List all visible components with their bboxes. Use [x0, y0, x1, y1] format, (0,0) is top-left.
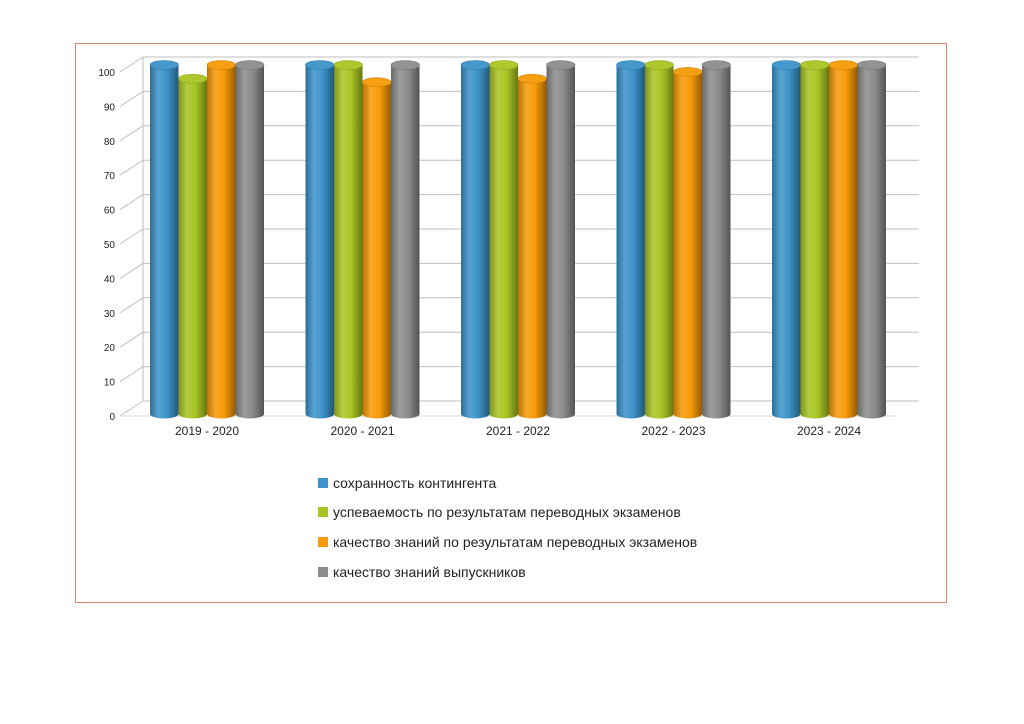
y-tick-label: 0 — [109, 412, 115, 423]
gridline-depth — [119, 366, 144, 383]
legend-label: сохранность контингента — [333, 474, 497, 491]
bar — [460, 60, 490, 419]
y-tick-label: 10 — [104, 378, 116, 389]
bar — [362, 77, 392, 419]
y-tick-label: 50 — [104, 240, 116, 251]
legend-item: качество знаний по результатам переводны… — [318, 527, 697, 557]
bar — [333, 60, 363, 419]
bars — [149, 60, 887, 419]
legend-swatch — [318, 536, 328, 547]
y-tick-label: 80 — [104, 137, 116, 148]
gridline-depth — [119, 90, 144, 107]
legend-item: качество знаний выпускников — [318, 557, 697, 587]
gridline-depth — [119, 262, 144, 279]
bar — [616, 60, 646, 419]
bar — [149, 60, 179, 419]
x-tick-label: 2021 - 2022 — [486, 424, 550, 438]
bar — [771, 60, 801, 419]
x-tick-label: 2020 - 2021 — [330, 424, 394, 438]
bar — [489, 60, 519, 419]
y-tick-label: 20 — [104, 343, 116, 354]
gridline-depth — [119, 125, 144, 142]
bar — [305, 60, 335, 419]
legend-item: успеваемость по результатам переводных э… — [318, 498, 697, 528]
legend-label: качество знаний выпускников — [333, 563, 526, 580]
legend-item: сохранность контингента — [318, 468, 697, 498]
bar — [546, 60, 576, 419]
x-tick-label: 2019 - 2020 — [175, 424, 239, 438]
y-tick-label: 30 — [104, 309, 116, 320]
bar — [206, 60, 236, 419]
legend-label: качество знаний по результатам переводны… — [333, 533, 698, 550]
x-axis: 2019 - 2020 2020 - 2021 2021 - 2022 2022 - … — [175, 424, 861, 438]
gridline-depth — [119, 331, 144, 348]
gridline-depth — [119, 56, 144, 73]
bar — [800, 60, 830, 419]
y-tick-label: 70 — [104, 171, 116, 182]
gridline-depth — [119, 297, 144, 314]
y-tick-label: 60 — [104, 206, 116, 217]
legend-swatch — [318, 507, 328, 518]
bar — [517, 73, 547, 419]
legend-swatch — [318, 566, 328, 577]
bar — [390, 60, 420, 419]
legend: сохранность контингента успеваемость по … — [318, 468, 697, 586]
y-tick-label: 90 — [104, 102, 116, 113]
bar — [178, 73, 208, 419]
x-tick-label: 2023 - 2024 — [797, 424, 861, 438]
legend-swatch — [318, 477, 328, 488]
x-tick-label: 2022 - 2023 — [641, 424, 705, 438]
bar — [701, 60, 731, 419]
gridline-depth — [119, 228, 144, 245]
bar — [673, 67, 703, 419]
gridline-depth — [119, 194, 144, 211]
bar — [235, 60, 265, 419]
bar — [828, 60, 858, 419]
bar — [644, 60, 674, 419]
y-axis: 0 10 20 30 40 50 60 70 80 90 100 — [98, 68, 115, 423]
y-tick-label: 40 — [104, 274, 116, 285]
gridline-depth — [119, 400, 144, 417]
gridline-depth — [119, 159, 144, 176]
legend-label: успеваемость по результатам переводных э… — [333, 504, 681, 521]
y-tick-label: 100 — [98, 68, 115, 79]
bar — [857, 60, 887, 419]
